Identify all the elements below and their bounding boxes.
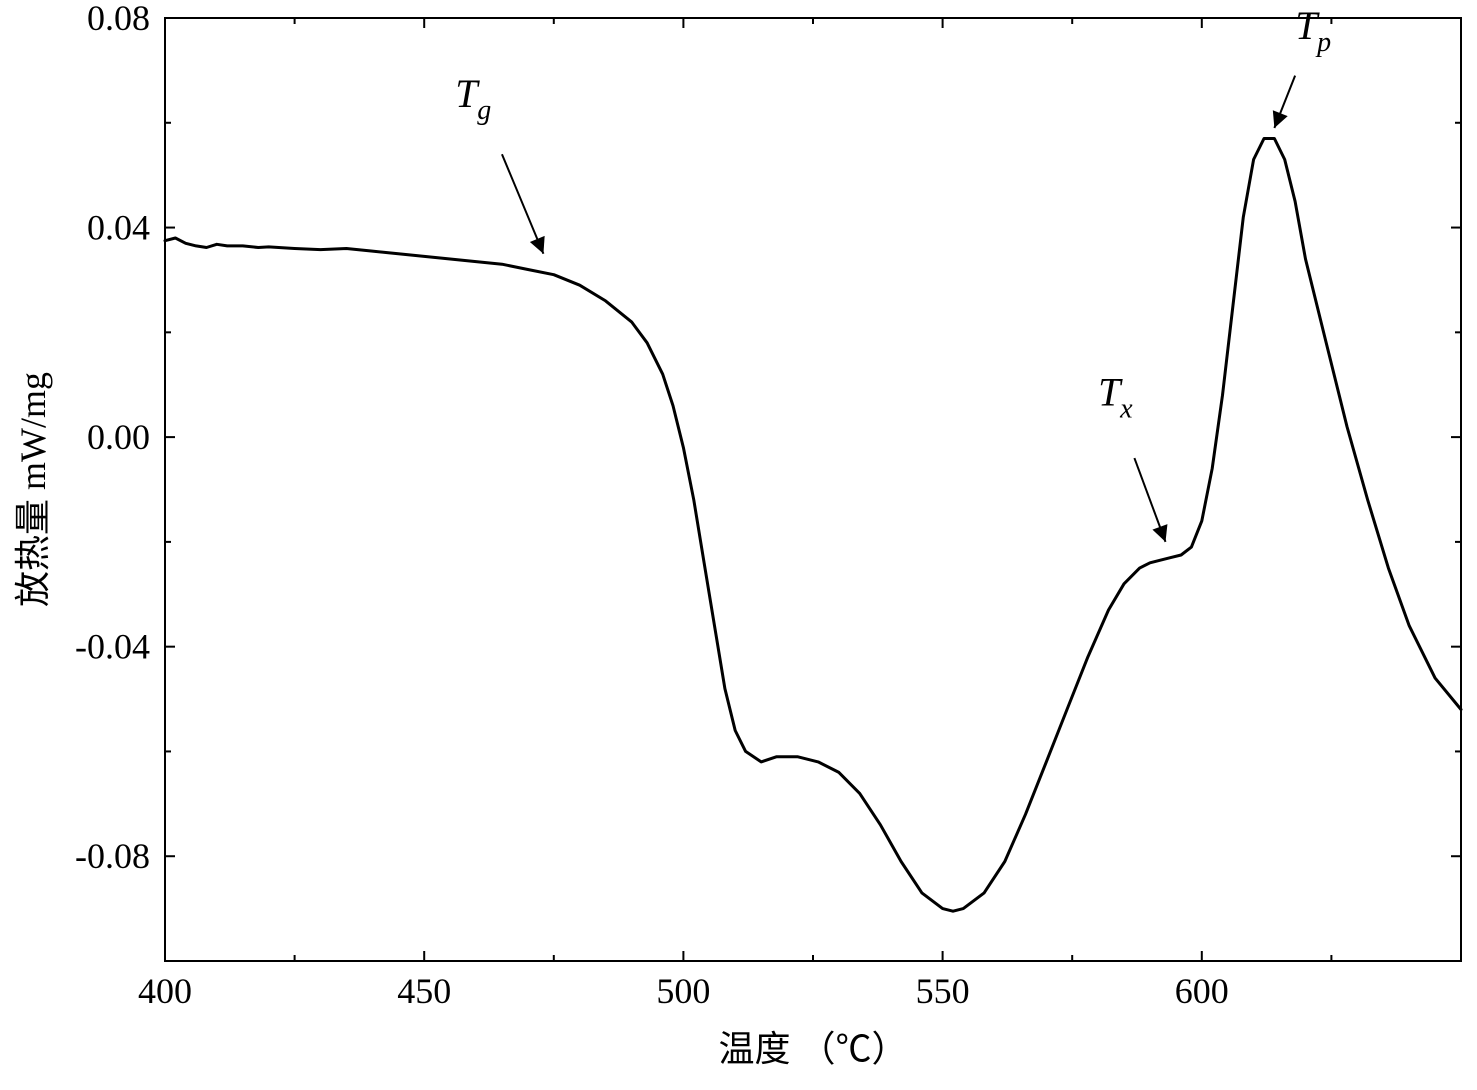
- x-tick-label: 500: [656, 971, 710, 1011]
- y-tick-label: -0.08: [75, 836, 150, 876]
- y-tick-label: 0.04: [87, 208, 150, 248]
- x-tick-label: 450: [397, 971, 451, 1011]
- chart-svg: 400 450 500 550 600 -0.08 -0.04 0.00 0.04 0.08 Tg…: [0, 0, 1477, 1090]
- x-tick-label: 400: [138, 971, 192, 1011]
- annotation-subscript: p: [1315, 27, 1331, 58]
- dsc-chart: 400 450 500 550 600 -0.08 -0.04 0.00 0.04 0.08 Tg…: [0, 0, 1477, 1090]
- y-tick-label: 0.08: [87, 0, 150, 38]
- x-axis-label: 温度 （℃）: [718, 1029, 907, 1069]
- y-tick-label: 0.00: [87, 417, 150, 457]
- ticks: 400 450 500 550 600 -0.08 -0.04 0.00 0.04 0.08: [75, 0, 1461, 1011]
- annotations: TgTxTp: [455, 3, 1331, 542]
- x-tick-label: 600: [1175, 971, 1229, 1011]
- data-line: [165, 139, 1461, 912]
- annotation-subscript: x: [1119, 394, 1133, 425]
- annotation-subscript: g: [477, 95, 491, 126]
- x-tick-label: 550: [916, 971, 970, 1011]
- y-tick-label: -0.04: [75, 627, 150, 667]
- y-axis-label: 放热量 mW/mg: [13, 372, 53, 607]
- axes: [165, 18, 1461, 961]
